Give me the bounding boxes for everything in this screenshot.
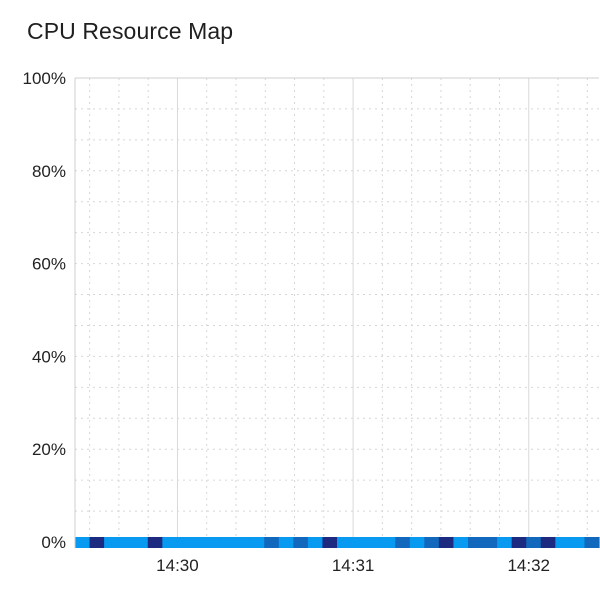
heatmap-cell: [104, 537, 120, 548]
heatmap-cell: [206, 537, 222, 548]
axis: [74, 77, 599, 548]
heatmap-cell: [366, 537, 382, 548]
heatmap-cell: [380, 537, 396, 548]
y-tick-label: 100%: [23, 69, 66, 88]
chart-title: CPU Resource Map: [27, 18, 234, 44]
heatmap-cell: [133, 537, 149, 548]
minor-grid: [75, 77, 599, 543]
x-tick-label: 14:31: [332, 556, 375, 575]
y-tick-label: 20%: [32, 440, 66, 459]
heatmap-cell: [293, 537, 309, 548]
heatmap-cell: [176, 537, 193, 548]
heatmap-cell: [438, 537, 455, 548]
heatmap-cell: [453, 537, 469, 548]
heatmap-cell: [249, 537, 265, 548]
heatmap-cell: [351, 537, 367, 548]
y-tick-label: 40%: [32, 347, 66, 366]
x-tick-label: 14:30: [156, 556, 199, 575]
heatmap-cells: [75, 537, 600, 548]
y-tick-label: 60%: [32, 255, 66, 274]
heatmap-cell: [235, 537, 251, 548]
heatmap-cell: [75, 537, 91, 548]
heatmap-cell: [89, 537, 105, 548]
y-tick-label: 80%: [32, 162, 66, 181]
heatmap-cell: [511, 537, 527, 548]
heatmap-cell: [322, 537, 338, 548]
heatmap-cell: [278, 537, 294, 548]
heatmap-cell: [555, 537, 571, 548]
major-grid: [176, 78, 530, 548]
heatmap-cell: [264, 537, 280, 548]
heatmap-cell: [569, 537, 586, 548]
heatmap-cell: [307, 537, 324, 548]
y-tick-label: 0%: [41, 533, 66, 552]
heatmap-cell: [482, 537, 498, 548]
heatmap-cell: [162, 537, 178, 548]
x-tick-label: 14:32: [507, 556, 550, 575]
x-axis-tick-labels: 14:30 14:31 14:32: [156, 556, 550, 575]
y-axis-tick-labels: 0% 20% 40% 60% 80% 100%: [23, 69, 66, 552]
heatmap-cell: [395, 537, 411, 548]
heatmap-cell: [468, 537, 484, 548]
heatmap-cell: [220, 537, 236, 548]
heatmap-cell: [191, 537, 207, 548]
heatmap-cell: [118, 537, 134, 548]
heatmap-cell: [147, 537, 163, 548]
heatmap-cell: [497, 537, 513, 548]
heatmap-cell: [584, 537, 600, 548]
heatmap-cell: [409, 537, 425, 548]
heatmap-cell: [337, 537, 353, 548]
heatmap-cell: [526, 537, 542, 548]
heatmap-cell: [424, 537, 440, 548]
heatmap-cell: [540, 537, 556, 548]
